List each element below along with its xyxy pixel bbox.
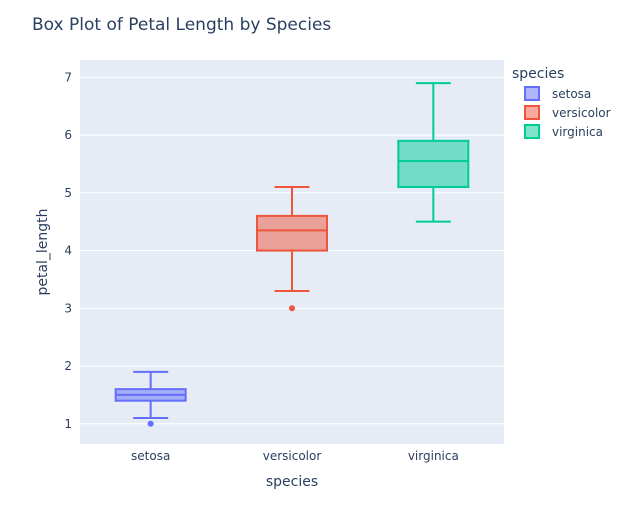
box-iqr-versicolor[interactable] bbox=[256, 214, 328, 252]
x-axis-ticks: setosa versicolor virginica bbox=[131, 449, 459, 463]
y-axis-label: petal_length bbox=[35, 208, 51, 295]
legend-label-versicolor: versicolor bbox=[552, 106, 611, 120]
y-tick-label-5: 5 bbox=[64, 186, 72, 200]
legend-label-virginica: virginica bbox=[552, 125, 603, 139]
outlier-point-setosa-0[interactable] bbox=[147, 420, 154, 427]
legend[interactable]: species setosa versicolor virginica bbox=[512, 66, 611, 139]
legend-item-versicolor[interactable]: versicolor bbox=[524, 105, 611, 120]
y-tick-label-3: 3 bbox=[64, 301, 72, 315]
box-virginica[interactable] bbox=[397, 82, 470, 223]
y-tick-label-2: 2 bbox=[64, 359, 72, 373]
box-versicolor[interactable] bbox=[256, 186, 328, 312]
legend-label-setosa: setosa bbox=[552, 87, 591, 101]
legend-title: species bbox=[512, 66, 564, 82]
x-tick-label-virginica: virginica bbox=[408, 449, 459, 463]
x-axis-label: species bbox=[266, 474, 318, 490]
legend-item-virginica[interactable]: virginica bbox=[524, 124, 603, 139]
chart-title: Box Plot of Petal Length by Species bbox=[32, 15, 331, 35]
legend-item-setosa[interactable]: setosa bbox=[524, 86, 591, 101]
box-setosa[interactable] bbox=[114, 370, 187, 427]
box-iqr-virginica[interactable] bbox=[397, 139, 470, 189]
y-tick-label-1: 1 bbox=[64, 417, 72, 431]
legend-swatch-versicolor bbox=[524, 105, 540, 120]
x-tick-label-versicolor: versicolor bbox=[263, 449, 322, 463]
x-tick-label-setosa: setosa bbox=[131, 449, 170, 463]
y-tick-label-7: 7 bbox=[64, 70, 72, 84]
legend-swatch-virginica bbox=[524, 124, 540, 139]
outlier-point-versicolor-0[interactable] bbox=[289, 305, 295, 312]
y-tick-label-4: 4 bbox=[64, 244, 72, 258]
legend-items[interactable]: setosa versicolor virginica bbox=[524, 86, 611, 139]
y-axis-ticks: 1 2 3 4 5 6 7 bbox=[64, 70, 72, 430]
legend-swatch-setosa bbox=[524, 86, 540, 101]
y-tick-label-6: 6 bbox=[64, 128, 72, 142]
box-series-layer[interactable] bbox=[114, 82, 470, 427]
